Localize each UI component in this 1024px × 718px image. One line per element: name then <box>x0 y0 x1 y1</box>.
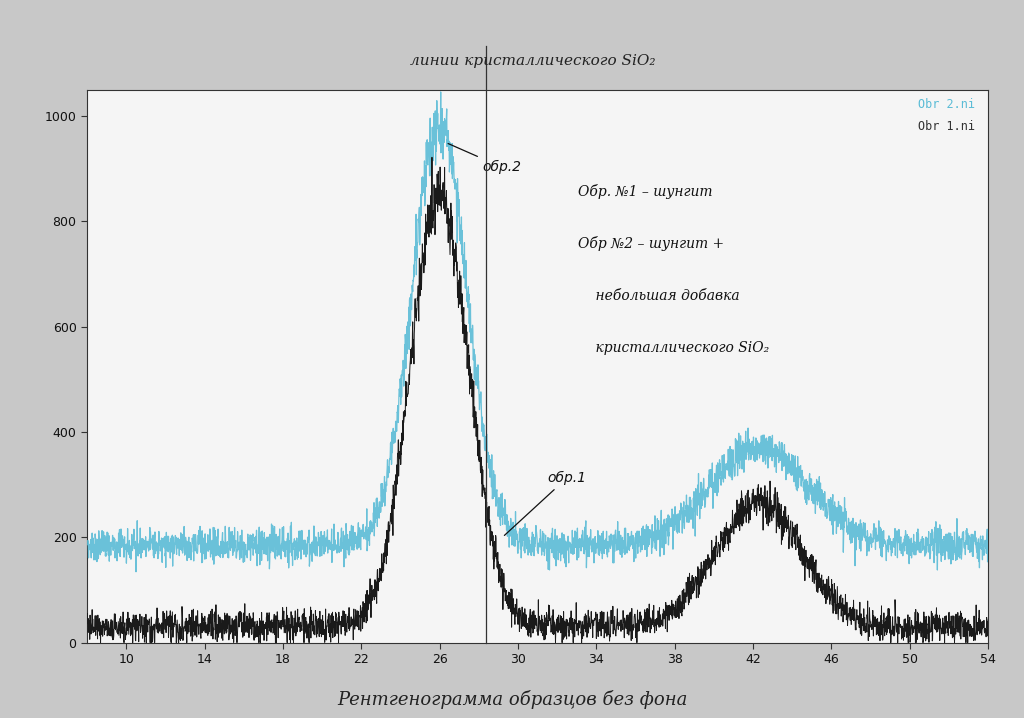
Text: Обр №2 – шунгит +: Обр №2 – шунгит + <box>579 236 724 251</box>
Text: Obr 2.ni: Obr 2.ni <box>918 98 975 111</box>
Text: Обр. №1 – шунгит: Обр. №1 – шунгит <box>579 184 713 199</box>
Text: линии кристаллического SiO₂: линии кристаллического SiO₂ <box>410 55 655 68</box>
Text: обр.1: обр.1 <box>505 471 587 536</box>
Text: Obr 1.ni: Obr 1.ni <box>918 120 975 133</box>
Text: обр.2: обр.2 <box>449 144 522 174</box>
Text: небольшая добавка: небольшая добавка <box>579 289 739 303</box>
Text: Рентгенограмма образцов без фона: Рентгенограмма образцов без фона <box>337 691 687 709</box>
Text: кристаллического SiO₂: кристаллического SiO₂ <box>579 341 769 355</box>
